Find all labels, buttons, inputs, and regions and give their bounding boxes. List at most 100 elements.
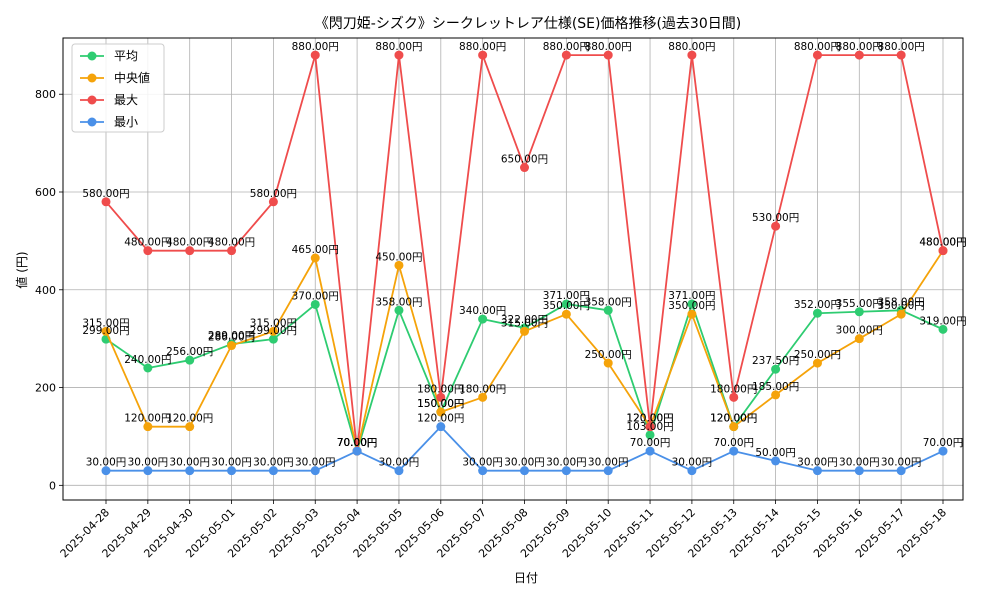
data-label: 650.00円 [501, 154, 548, 166]
data-label: 880.00円 [459, 41, 506, 53]
data-point [352, 446, 362, 456]
data-label: 30.00円 [839, 457, 880, 469]
data-label: 70.00円 [337, 437, 378, 449]
data-label: 70.00円 [713, 437, 754, 449]
data-label: 103.00円 [626, 421, 673, 433]
data-label: 880.00円 [794, 41, 841, 53]
data-label: 315.00円 [250, 317, 297, 329]
data-label: 880.00円 [292, 41, 339, 53]
data-point [603, 305, 613, 315]
data-point [687, 299, 697, 309]
data-label: 340.00円 [459, 305, 506, 317]
data-point [771, 390, 781, 400]
y-axis-title: 値 (円) [14, 251, 29, 288]
chart-title: 《閃刀姫-シズク》シークレットレア仕様(SE)価格推移(過去30日間) [315, 16, 741, 32]
data-label: 256.00円 [166, 346, 213, 358]
data-point [436, 407, 446, 417]
data-point [603, 466, 613, 476]
data-label: 299.00円 [250, 325, 297, 337]
data-point [478, 314, 488, 324]
legend-label: 最小 [114, 115, 138, 129]
data-label: 30.00円 [504, 457, 545, 469]
y-tick-label: 200 [35, 382, 56, 395]
data-label: 250.00円 [585, 349, 632, 361]
data-point [394, 305, 404, 315]
data-point [143, 363, 153, 373]
data-label: 120.00円 [124, 413, 171, 425]
data-label: 880.00円 [668, 41, 715, 53]
data-point [854, 50, 864, 60]
data-label: 358.00円 [375, 296, 422, 308]
data-point [729, 422, 739, 432]
data-label: 350.00円 [543, 300, 590, 312]
data-label: 480.00円 [208, 237, 255, 249]
data-label: 180.00円 [417, 383, 464, 395]
data-point [812, 466, 822, 476]
data-label: 70.00円 [337, 437, 378, 449]
plot-frame [62, 37, 964, 501]
y-tick-label: 0 [49, 479, 56, 492]
data-point [854, 334, 864, 344]
data-point [268, 466, 278, 476]
data-label: 30.00円 [86, 457, 127, 469]
data-label: 30.00円 [797, 457, 838, 469]
data-point [729, 392, 739, 402]
data-point [310, 253, 320, 263]
data-point [227, 341, 237, 351]
data-label: 30.00円 [128, 457, 169, 469]
data-point [143, 466, 153, 476]
data-point [478, 392, 488, 402]
data-point [478, 466, 488, 476]
data-label: 480.00円 [166, 237, 213, 249]
data-point [394, 50, 404, 60]
data-label: 286.00円 [208, 332, 255, 344]
data-point [520, 163, 529, 173]
data-point [771, 456, 781, 466]
data-label: 880.00円 [585, 41, 632, 53]
data-label: 880.00円 [543, 41, 590, 53]
data-point [227, 246, 237, 256]
data-label: 120.00円 [166, 413, 213, 425]
legend-label: 中央値 [114, 70, 150, 85]
data-point [561, 466, 571, 476]
data-label: 240.00円 [124, 354, 171, 366]
data-point [938, 324, 948, 334]
data-label: 120.00円 [417, 413, 464, 425]
axes: 2025-04-282025-04-292025-04-302025-05-01… [35, 88, 949, 560]
data-label: 371.00円 [543, 290, 590, 302]
data-point [520, 326, 529, 336]
data-label: 480.00円 [919, 237, 966, 249]
data-label: 50.00円 [755, 447, 796, 459]
data-point [938, 246, 948, 256]
data-point [603, 50, 613, 60]
data-point [561, 299, 571, 309]
data-point [310, 50, 320, 60]
data-point [854, 466, 864, 476]
data-label: 150.00円 [417, 398, 464, 410]
data-point [520, 466, 529, 476]
data-label: 880.00円 [878, 41, 925, 53]
data-point [645, 446, 655, 456]
data-point [101, 326, 111, 336]
data-label: 480.00円 [124, 237, 171, 249]
data-label: 355.00円 [836, 298, 883, 310]
data-label: 30.00円 [169, 457, 210, 469]
data-label: 30.00円 [379, 457, 420, 469]
legend-label: 最大 [114, 93, 138, 107]
data-point [101, 197, 111, 207]
legend-box [71, 43, 165, 133]
data-point [478, 50, 488, 60]
data-label: 30.00円 [672, 457, 713, 469]
data-label: 299.00円 [82, 325, 129, 337]
series-1 [101, 299, 948, 456]
data-point [310, 466, 320, 476]
data-point [687, 466, 697, 476]
data-label: 30.00円 [462, 457, 503, 469]
data-label: 371.00円 [668, 290, 715, 302]
data-label: 120.00円 [710, 413, 757, 425]
data-label: 70.00円 [923, 437, 964, 449]
data-point [561, 50, 571, 60]
data-point [896, 466, 906, 476]
data-point [812, 308, 822, 318]
data-label: 120.00円 [626, 413, 673, 425]
